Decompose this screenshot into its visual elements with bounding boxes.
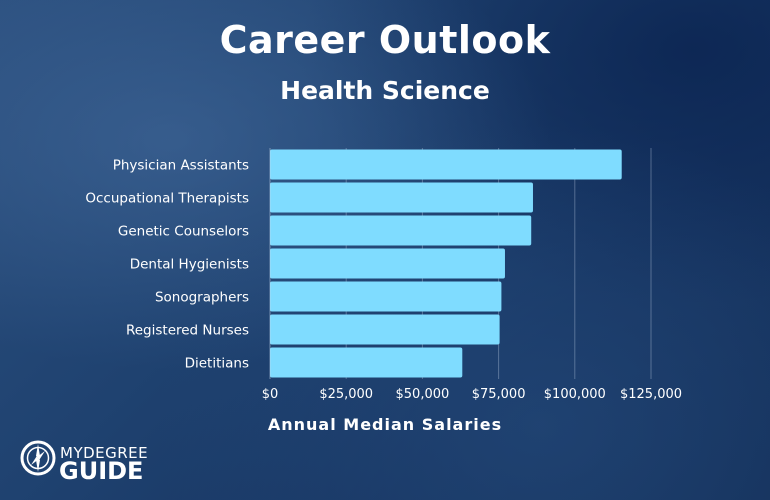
x-tick-label: $50,000 bbox=[396, 387, 450, 402]
x-tick-label: $100,000 bbox=[544, 387, 606, 402]
category-label: Physician Assistants bbox=[113, 158, 249, 174]
chart-subtitle: Health Science bbox=[280, 76, 490, 105]
bar bbox=[270, 215, 532, 246]
x-tick-label: $125,000 bbox=[620, 387, 682, 402]
x-axis-label: Annual Median Salaries bbox=[267, 415, 503, 434]
category-label: Occupational Therapists bbox=[85, 191, 249, 207]
bar bbox=[270, 281, 502, 312]
category-label: Dental Hygienists bbox=[130, 257, 249, 273]
x-tick-label: $0 bbox=[262, 387, 279, 402]
logo-text-mydegree: MYDEGREE bbox=[60, 444, 149, 462]
category-label: Genetic Counselors bbox=[118, 224, 249, 240]
x-tick-label: $25,000 bbox=[319, 387, 373, 402]
logo-text-guide: GUIDE bbox=[59, 457, 144, 485]
bar bbox=[270, 314, 500, 345]
x-tick-label: $75,000 bbox=[472, 387, 526, 402]
category-label: Sonographers bbox=[155, 290, 249, 306]
bar bbox=[270, 182, 533, 213]
bar bbox=[270, 347, 463, 378]
category-label: Dietitians bbox=[185, 356, 249, 372]
chart-title: Career Outlook bbox=[219, 18, 551, 62]
bar bbox=[270, 149, 622, 180]
bar bbox=[270, 248, 505, 279]
compass-icon bbox=[20, 440, 56, 476]
category-label: Registered Nurses bbox=[126, 323, 249, 339]
